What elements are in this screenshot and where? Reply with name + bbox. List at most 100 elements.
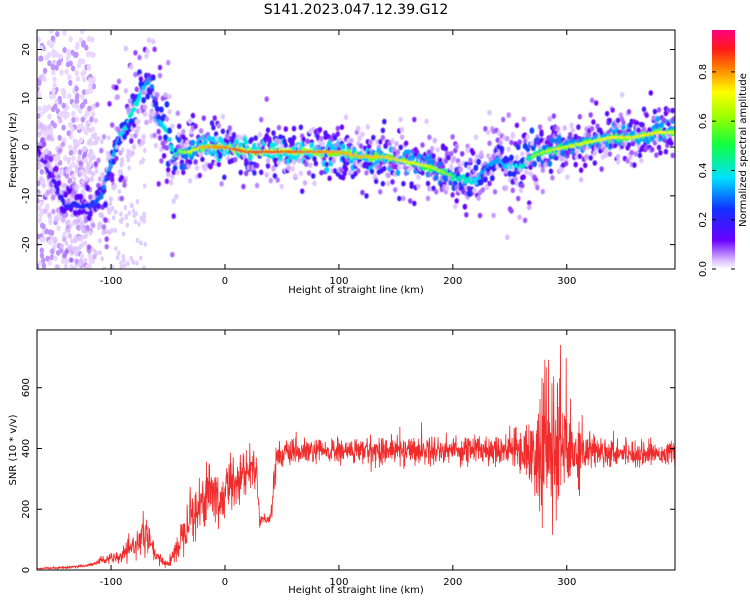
ridge-cell [71,189,77,196]
spectrogram-haze-cell [100,139,104,145]
spectrogram-haze-cell [71,110,76,117]
ridge-cell [38,176,44,182]
ridge-cell [515,143,521,151]
spectrogram-haze-cell [88,257,94,264]
y-tick-label: -10 [21,188,32,204]
spectrogram-haze-cell [56,225,61,231]
ridge-cell [343,166,349,172]
ridge-cell [170,251,175,258]
spectrogram-haze-cell [51,194,56,201]
ridge-cell [157,135,163,141]
ridge-cell [521,116,526,122]
ridge-cell [134,86,139,93]
ridge-cell [588,112,593,118]
colorbar-tick-label: 0.8 [698,64,709,80]
ridge-cell [150,74,156,81]
ridge-cell [635,120,640,127]
ridge-cell [197,172,202,179]
ridge-cell [244,170,249,177]
ridge-cell [95,101,100,108]
ridge-cell [555,126,561,132]
ridge-cell [136,118,141,125]
ridge-cell [77,171,82,178]
spectrogram-haze-cell [71,155,76,162]
ridge-cell [53,165,59,173]
spectrogram-haze-cell [98,250,102,256]
ridge-cell [397,164,402,171]
colorbar-gradient [712,30,735,269]
ridge-cell [464,212,469,218]
ridge-cell [483,126,488,132]
ridge-cell [340,143,346,150]
spectrogram-haze-cell [85,264,90,269]
spectrogram-haze-cell [142,265,146,269]
ridge-cell [43,125,48,132]
spectrogram-haze-cell [37,91,42,98]
ridge-cell [104,243,109,250]
ridge-cell [77,209,82,216]
spectrogram-haze-cell [43,130,48,136]
spectrogram-haze-cell [139,215,144,221]
ridge-cell [412,116,417,123]
ridge-cell [672,130,675,134]
spectrogram-haze-cell [129,202,134,208]
ridge-cell [360,131,365,138]
spectrogram-haze-cell [68,149,74,156]
spectrogram-haze-cell [86,140,91,146]
ridge-cell [167,137,172,143]
ridge-cell [219,181,224,187]
ridge-cell [177,123,182,130]
spectrogram-haze-cell [51,69,56,76]
ridge-cell [174,193,179,200]
spectrogram-haze-cell [47,51,52,58]
ridge-cell [110,172,115,179]
ridge-cell [93,117,99,124]
ridge-cell [99,147,104,154]
ridge-cell [107,101,112,107]
spectrogram-haze-cell [65,111,70,118]
spectrogram-haze-cell [85,124,90,131]
spectrogram-haze-cell [88,127,92,133]
ridge-cell [492,189,498,195]
spectrogram-haze-cell [37,217,43,224]
ridge-cell [252,170,257,176]
ridge-cell [48,165,53,172]
spectrogram-haze-cell [133,219,138,225]
ridge-cell [99,194,104,200]
ridge-cell [108,196,114,202]
spectrogram-haze-cell [87,252,92,259]
ridge-cell [412,200,417,207]
spectrogram-haze-cell [100,256,104,262]
ridge-cell [548,142,554,148]
ridge-cell [619,92,625,98]
spectrogram-haze-cell [64,105,70,111]
ridge-cell [591,119,596,125]
ridge-cell [193,123,198,130]
ridge-cell [164,116,170,122]
snr-series-line [37,344,675,570]
spectrogram-haze-cell [131,208,136,214]
ridge-cell [420,142,425,148]
ridge-cell [589,126,595,132]
ridge-cell [123,45,129,52]
ridge-cell [140,140,145,146]
ridge-cell [487,180,492,187]
ridge-cell [621,120,626,126]
spectrogram-haze-cell [48,219,53,225]
spectrogram-haze-cell [78,107,83,114]
spectrogram-haze-cell [75,92,80,99]
ridge-cell [468,157,473,164]
ridge-cell [131,144,137,150]
spectrogram-haze-cell [121,231,126,237]
ridge-cell [181,169,186,176]
ridge-cell [529,127,535,134]
ridge-cell [119,174,125,181]
spectrogram-haze-cell [39,45,44,52]
ridge-cell [644,112,649,118]
x-tick-label: 100 [329,276,348,287]
ridge-cell [584,153,589,160]
ridge-cell [259,169,264,176]
ridge-cell [300,188,305,194]
ridge-cell [306,170,312,176]
